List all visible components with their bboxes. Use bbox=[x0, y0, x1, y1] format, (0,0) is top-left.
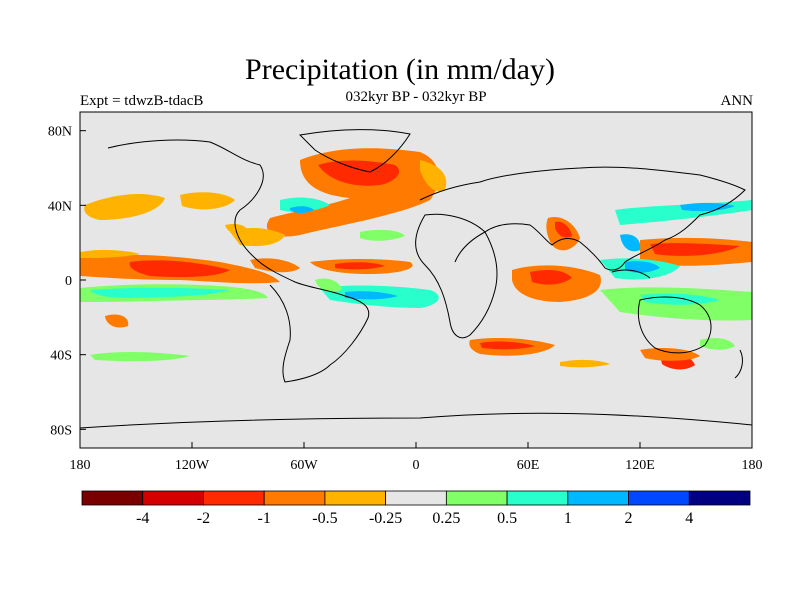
colorbar-label: -0.25 bbox=[369, 510, 402, 527]
x-tick-label: 120E bbox=[625, 458, 655, 473]
colorbar-label: 1 bbox=[564, 510, 572, 527]
colorbar-swatch bbox=[203, 490, 265, 506]
x-tick-label: 0 bbox=[413, 458, 420, 473]
colorbar-swatch bbox=[81, 490, 144, 506]
axis-ticks: 180 120W 60W 0 60E 120E 180 80N 40N 0 40S 80S bbox=[48, 125, 763, 473]
x-tick-label: 120W bbox=[175, 458, 210, 473]
colorbar-swatch bbox=[385, 490, 447, 506]
colorbar-swatch bbox=[567, 490, 629, 506]
period-subtitle: 032kyr BP - 032kyr BP bbox=[345, 89, 487, 105]
season-label: ANN bbox=[720, 93, 754, 109]
precip-anomaly-field bbox=[80, 148, 752, 370]
y-tick-label: 0 bbox=[65, 274, 72, 289]
chart-title: Precipitation (in mm/day) bbox=[245, 53, 555, 86]
x-tick-label: 180 bbox=[70, 458, 91, 473]
colorbar-swatch bbox=[628, 490, 690, 506]
x-tick-label: 60E bbox=[517, 458, 540, 473]
colorbar-swatch bbox=[688, 490, 751, 506]
x-tick-label: 180 bbox=[742, 458, 763, 473]
colorbar: -4 -2 -1 -0.5 -0.25 0.25 0.5 1 2 4 bbox=[81, 490, 751, 527]
x-tick-label: 60W bbox=[290, 458, 318, 473]
colorbar-label: -1 bbox=[258, 510, 271, 527]
colorbar-label: 2 bbox=[625, 510, 633, 527]
colorbar-label: 0.25 bbox=[432, 510, 460, 527]
experiment-label: Expt = tdwzB-tdacB bbox=[80, 93, 204, 109]
coastlines bbox=[80, 129, 752, 429]
colorbar-swatch bbox=[142, 490, 204, 506]
colorbar-label: -2 bbox=[197, 510, 210, 527]
y-tick-label: 40S bbox=[50, 349, 72, 364]
colorbar-swatch bbox=[445, 490, 508, 506]
y-tick-label: 40N bbox=[48, 199, 72, 214]
colorbar-swatch bbox=[263, 490, 326, 506]
colorbar-label: 0.5 bbox=[497, 510, 517, 527]
colorbar-swatch bbox=[324, 490, 387, 506]
colorbar-label: 4 bbox=[685, 510, 693, 527]
y-tick-label: 80S bbox=[50, 423, 72, 438]
colorbar-label: -0.5 bbox=[312, 510, 337, 527]
colorbar-label: -4 bbox=[136, 510, 149, 527]
colorbar-swatch bbox=[506, 490, 569, 506]
y-tick-label: 80N bbox=[48, 125, 72, 140]
